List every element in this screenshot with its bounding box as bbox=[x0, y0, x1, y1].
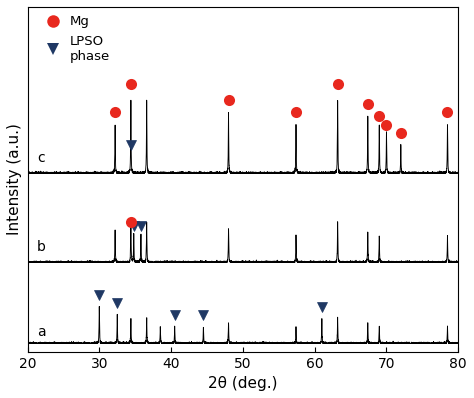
Text: a: a bbox=[37, 326, 46, 339]
Y-axis label: Intensity (a.u.): Intensity (a.u.) bbox=[7, 123, 22, 235]
X-axis label: 2θ (deg.): 2θ (deg.) bbox=[208, 376, 278, 391]
Text: c: c bbox=[37, 151, 45, 165]
Text: b: b bbox=[37, 240, 46, 254]
Legend: Mg, LPSO
phase: Mg, LPSO phase bbox=[34, 10, 115, 68]
